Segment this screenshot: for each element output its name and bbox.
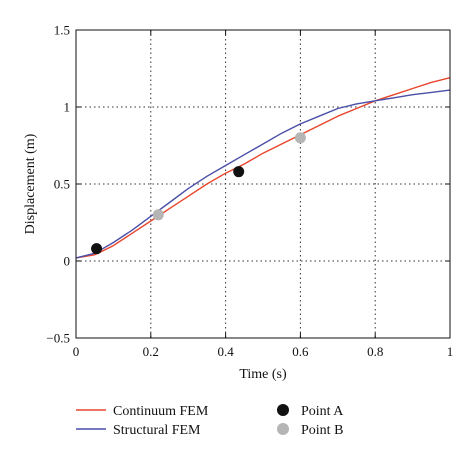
grid-lines [76,30,450,338]
x-tick-label: 0.6 [292,344,309,359]
x-axis-label: Time (s) [239,367,287,382]
data-point-point-b [152,209,164,221]
x-tick-labels: 0 0.2 0.4 0.6 0.8 1 [73,344,454,359]
x-tick-label: 0.2 [143,344,159,359]
legend-label: Continuum FEM [113,404,209,419]
legend-label: Point A [301,404,344,419]
y-tick-label: −0.5 [46,331,70,346]
legend: Continuum FEM Structural FEM Point A Point … [76,404,344,438]
series-line-continuum-fem [75,77,451,259]
series-lines [75,77,451,259]
legend-swatch-point [277,404,289,416]
legend-swatch-point [277,423,289,435]
y-tick-label: 0 [64,254,71,269]
series-points [91,132,306,255]
legend-label: Structural FEM [113,423,201,438]
y-tick-label: 1 [64,100,71,115]
y-axis-label: Displacement (m) [23,133,38,234]
data-point-point-a [233,166,245,178]
y-tick-label: 0.5 [54,177,70,192]
x-tick-label: 0.8 [367,344,383,359]
legend-label: Point B [301,423,343,438]
x-tick-label: 0.4 [217,344,234,359]
axis-ticks [75,29,451,339]
y-tick-labels: −0.5 0 0.5 1 1.5 [46,23,70,346]
x-tick-label: 0 [73,344,80,359]
plot-area-frame [75,29,451,339]
y-tick-label: 1.5 [54,23,70,38]
data-point-point-b [294,132,306,144]
series-line-structural-fem [75,89,451,259]
x-tick-label: 1 [447,344,454,359]
data-point-point-a [91,243,103,255]
